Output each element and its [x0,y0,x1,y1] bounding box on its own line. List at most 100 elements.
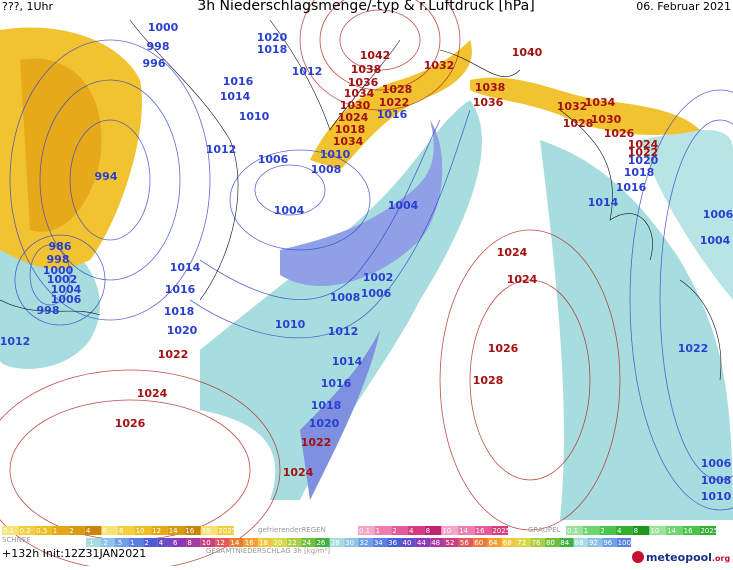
high-pressure-label: 1024 [497,246,528,259]
high-pressure-label: 1034 [344,87,375,100]
legend-swatch [491,526,508,535]
legend-label: 2025+ [218,527,242,535]
legend-label: 8 [187,539,191,547]
high-pressure-label: 1024 [338,111,369,124]
legend-label: 28 [331,539,340,547]
legend-swatch [358,538,373,547]
legend-swatch [649,526,666,535]
legend-swatch [559,538,574,547]
legend-swatch [167,526,185,535]
high-pressure-label: 1028 [473,374,504,387]
run-info: +132h Init:12Z31JAN2021 [2,547,146,560]
legend-label: 44 [417,539,426,547]
low-pressure-label: 1020 [167,324,198,337]
legend-label: 16 [245,539,254,547]
low-pressure-label: 996 [143,57,166,70]
high-pressure-label: 1022 [158,348,189,361]
legend-swatch [217,526,234,535]
legend-swatch [118,526,135,535]
low-pressure-label: 1014 [332,355,363,368]
legend-label: 4 [409,527,414,535]
legend-swatch [35,526,52,535]
legend-label: 8 [426,527,430,535]
legend-swatch [408,526,425,535]
low-pressure-label: 1010 [701,490,732,503]
legend-label: 2 [600,527,604,535]
legend-swatch [315,538,330,547]
legend-swatch [473,538,488,547]
low-pressure-label: 1004 [700,234,731,247]
legend-label: 10 [136,527,145,535]
legend-swatch [501,538,517,547]
low-pressure-label: 1018 [257,43,288,56]
legend-swatch [229,538,244,547]
legend-label: 0.1 [567,527,578,535]
low-pressure-label: 1010 [239,110,270,123]
high-pressure-label: 1034 [585,96,616,109]
header-left: ???, 1Uhr [2,0,54,13]
low-pressure-label: 1006 [51,293,82,306]
legend-swatch [530,538,545,547]
high-pressure-label: 1032 [424,59,455,72]
low-pressure-label: 1018 [624,166,655,179]
high-pressure-label: 1018 [335,123,366,136]
low-pressure-label: 998 [37,304,60,317]
high-pressure-label: 1042 [360,49,391,62]
high-pressure-label: 1036 [473,96,504,109]
isobar-labels: 1000998996102010181012101610141010101210… [0,21,733,503]
high-pressure-label: 1026 [604,127,635,140]
legend-swatch [444,538,459,547]
low-pressure-label: 1004 [388,199,419,212]
legend-swatch [172,538,187,547]
legend-name: gefrierenderREGEN [258,526,326,534]
high-pressure-label: 1022 [301,436,332,449]
high-pressure-label: 1028 [563,117,594,130]
legend-label: 14 [459,527,468,535]
legend-label: 92 [589,539,598,547]
legend-label: 18 [202,527,211,535]
legend-label: 10 [442,527,451,535]
legend-label: 12 [152,527,161,535]
legend-swatch [374,526,392,535]
legend-swatch [616,538,631,547]
legend-label: 2025+ [700,527,724,535]
legend-label: 84 [560,539,569,547]
low-pressure-label: 1006 [701,457,732,470]
legend-label: 80 [546,539,555,547]
legend-label: 32 [360,539,369,547]
high-pressure-label: 1032 [557,100,588,113]
legend-swatch [157,538,173,547]
legend-label: 16 [684,527,693,535]
legend-swatch [616,526,633,535]
legend-swatch [682,526,700,535]
high-pressure-label: 1036 [348,76,379,89]
legend-label: 1 [130,539,134,547]
high-pressure-label: 1026 [115,417,146,430]
logo-icon [632,551,644,563]
legend-swatch [458,538,474,547]
legend-label: 52 [446,539,455,547]
legend-label: 4 [86,527,91,535]
date: 06. Februar 2021 [636,0,731,13]
low-pressure-label: 1010 [275,318,306,331]
legend-swatch [151,526,168,535]
legend-label: 26 [316,539,325,547]
legend-label: .1 [87,539,94,547]
legend-label: 100 [618,539,631,547]
legend-label: 6 [173,539,178,547]
legend-label: 88 [575,539,584,547]
low-pressure-label: 1002 [363,271,394,284]
legend-swatch [258,538,273,547]
legend-swatch [143,538,158,547]
legend-swatch [516,538,531,547]
low-pressure-label: 1016 [616,181,647,194]
low-pressure-label: 1014 [588,196,619,209]
low-pressure-label: 998 [47,253,70,266]
low-pressure-label: 1006 [258,153,289,166]
high-pressure-label: 1022 [628,146,659,159]
legend-swatch [458,526,475,535]
legend-swatch [243,538,259,547]
high-pressure-label: 1038 [475,81,506,94]
